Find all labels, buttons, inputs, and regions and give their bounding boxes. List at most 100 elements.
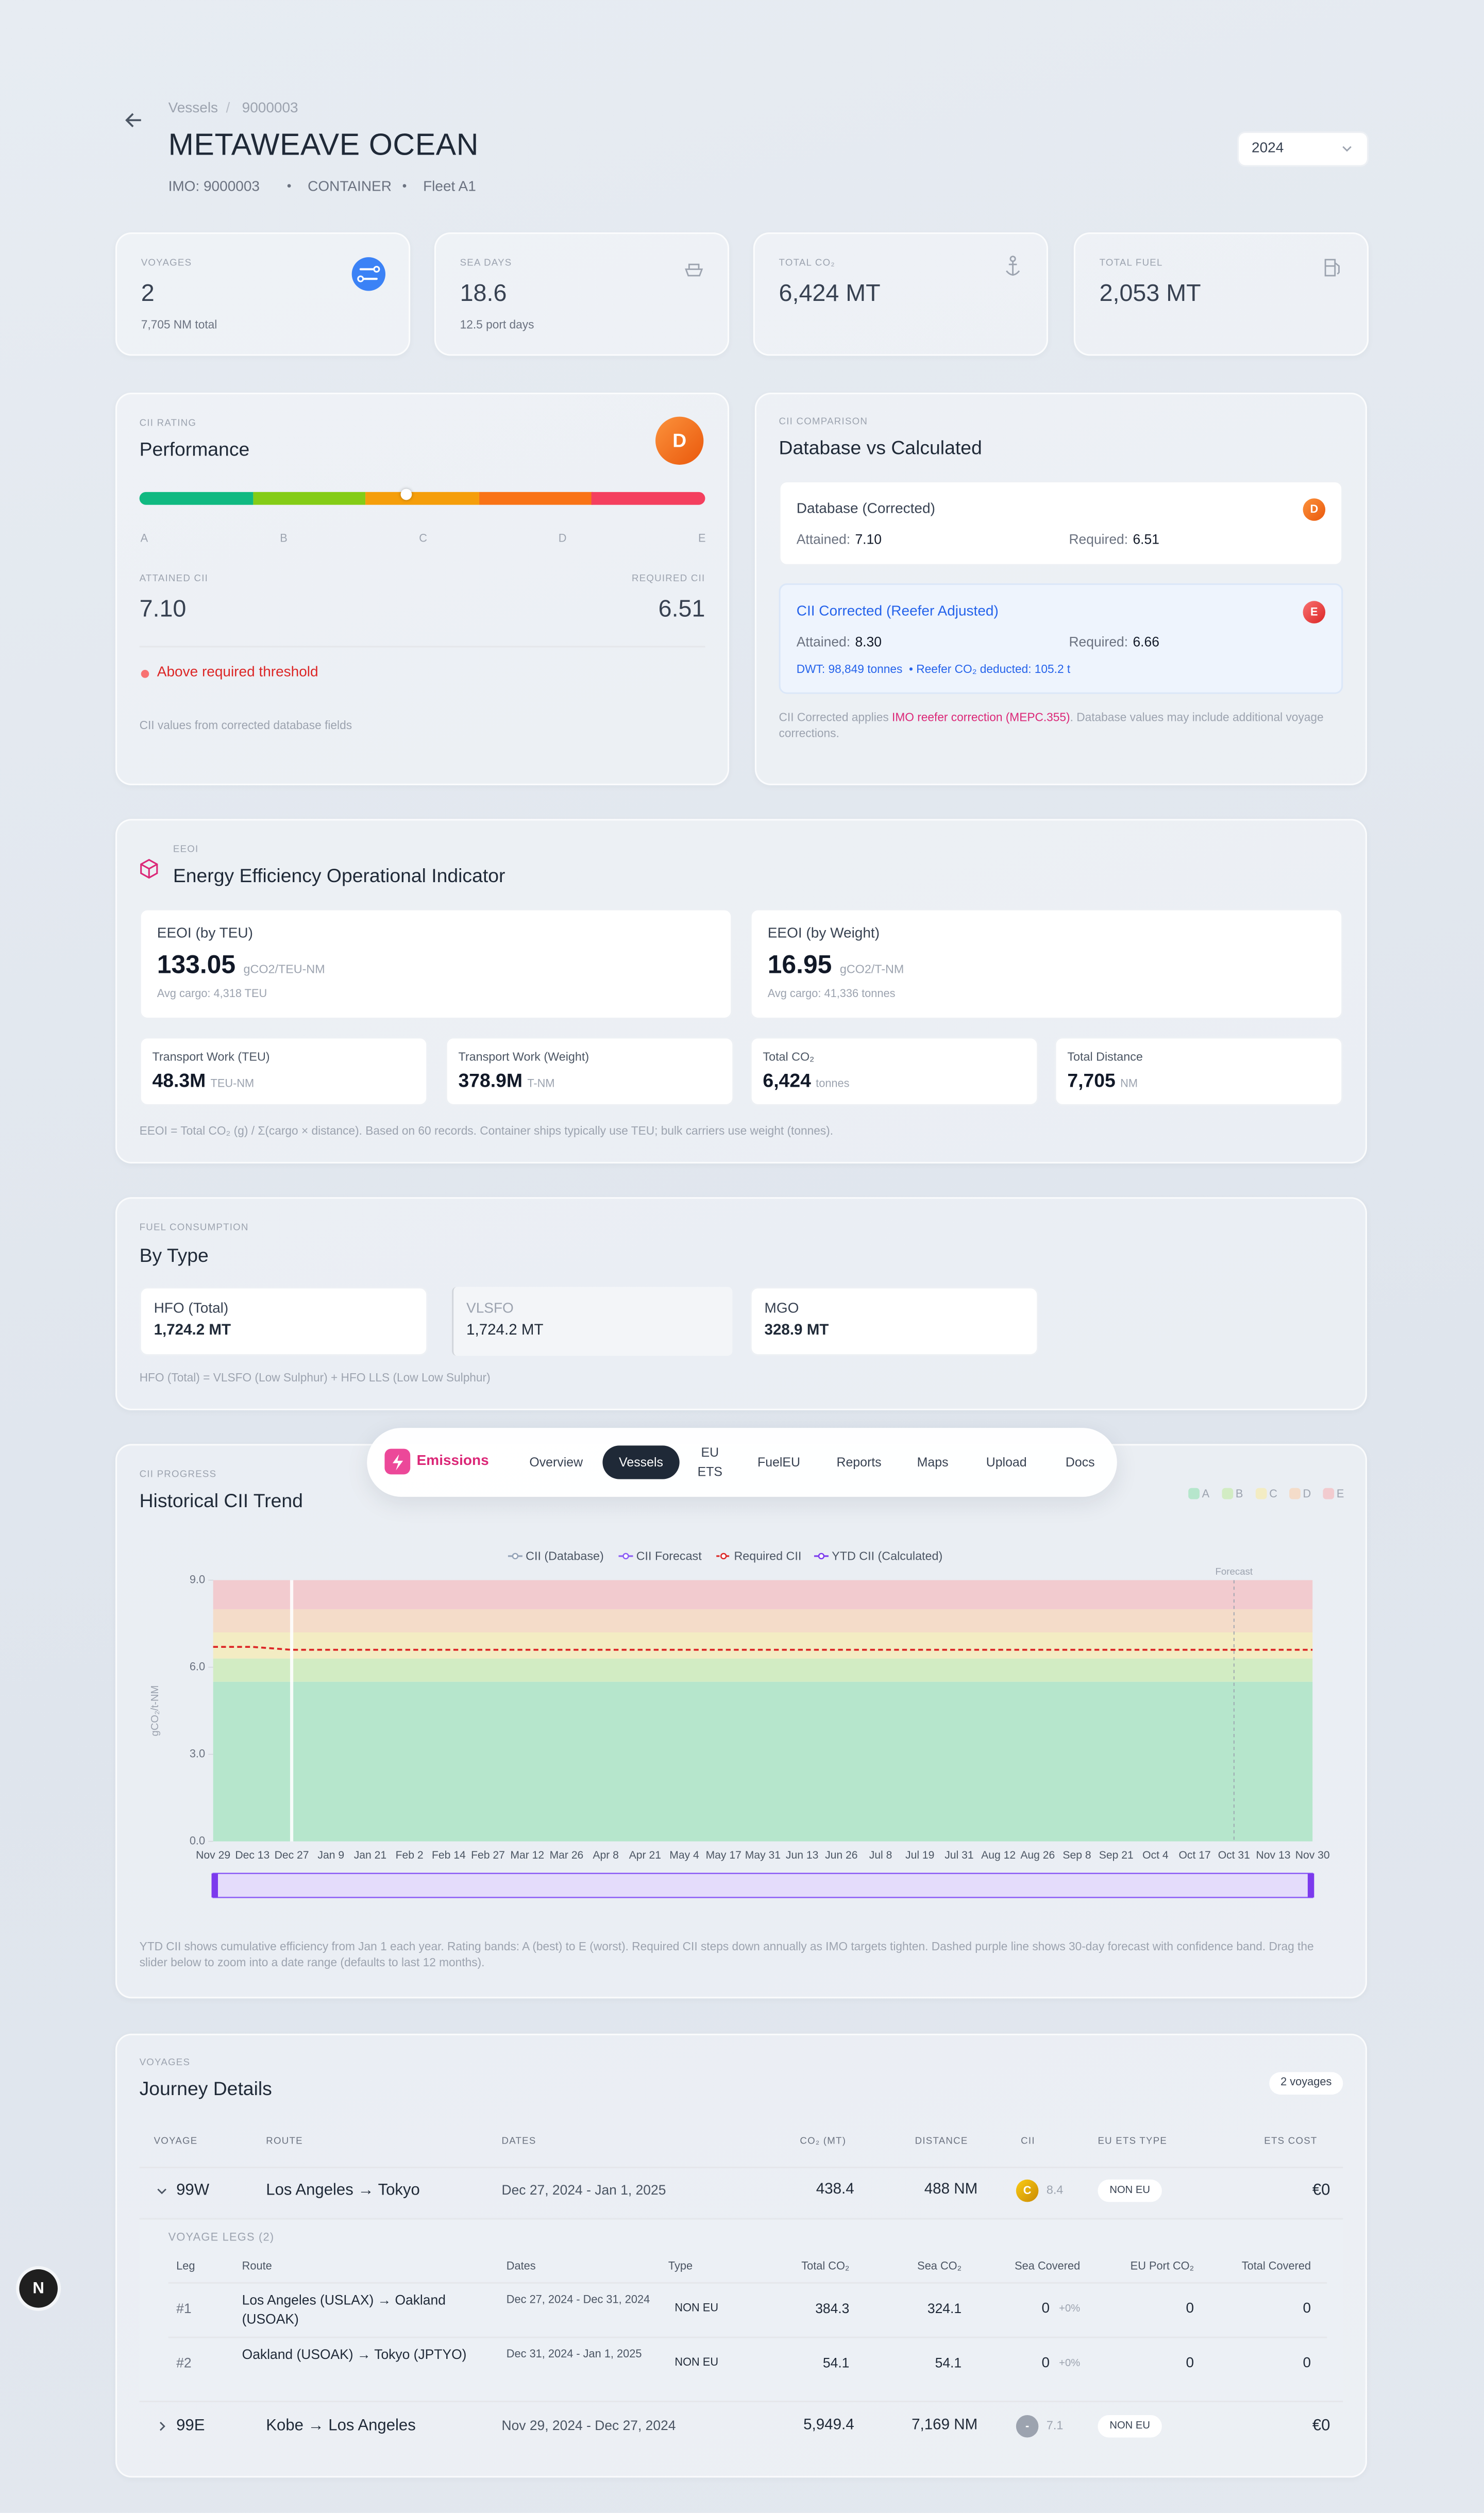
fuel-value: 328.9 MT	[764, 1322, 829, 1340]
leg-column-header: Sea Covered	[1015, 2261, 1081, 2273]
nav-item[interactable]: FuelEU	[757, 1454, 801, 1469]
nav-item[interactable]: Docs	[1065, 1454, 1095, 1469]
metric-sub: Avg cargo: 4,318 TEU	[157, 989, 267, 1001]
text-line: Required: 6.51	[1069, 531, 1159, 548]
nav-item[interactable]: Maps	[917, 1454, 949, 1469]
nav-item[interactable]: EU ETS	[697, 1444, 722, 1479]
year-select[interactable]	[1237, 131, 1369, 167]
band-legend-swatch	[1222, 1488, 1234, 1499]
legend-label: YTD CII (Calculated)	[832, 1549, 942, 1563]
nav-brand[interactable]: Emissions	[416, 1452, 489, 1469]
x-tick-label: Feb 14	[432, 1849, 466, 1861]
eyebrow: CII COMPARISON	[779, 417, 868, 428]
ets-cost: €0	[1312, 2417, 1330, 2435]
x-tick-label: Mar 12	[510, 1849, 544, 1861]
metric-label: EEOI (by TEU)	[157, 924, 253, 941]
fuel-box	[139, 1287, 428, 1356]
scale-label: B	[280, 534, 288, 545]
leg-type: NON EU	[674, 2357, 719, 2369]
eeoi-icon	[140, 858, 158, 879]
column-header: ETS COST	[1264, 2137, 1318, 2147]
leg-eu-port-co2: 0	[1186, 2354, 1194, 2371]
x-tick-label: May 4	[669, 1849, 699, 1861]
expand-chevron[interactable]	[157, 2188, 166, 2195]
note-link[interactable]: IMO reefer correction (MEPC.355)	[892, 710, 1070, 724]
breadcrumb-link[interactable]: Vessels	[168, 99, 218, 116]
x-tick-label: Jan 21	[354, 1849, 386, 1861]
required-label: Required:	[1069, 633, 1128, 650]
eyebrow: EEOI	[173, 846, 199, 855]
metric-unit: T-NM	[527, 1078, 555, 1090]
y-axis-label: gCO₂/t-NM	[149, 1685, 161, 1736]
row-divider	[139, 2218, 1343, 2220]
breadcrumb-separator: /	[226, 99, 230, 116]
metric-value: 378.9M	[458, 1069, 523, 1092]
metric-unit: TEU-NM	[210, 1078, 255, 1090]
nav-item[interactable]: Overview	[529, 1454, 583, 1469]
voyage-route: Kobe → Los Angeles	[266, 2417, 416, 2435]
card-title: Performance	[139, 438, 250, 461]
status-dot	[140, 669, 148, 678]
leg-total-co2: 384.3	[815, 2300, 850, 2317]
leg-sea-co2: 324.1	[927, 2300, 962, 2317]
stat-label: TOTAL CO₂	[779, 259, 835, 269]
scale-label: C	[419, 534, 427, 545]
metric-unit: NM	[1120, 1078, 1138, 1090]
meta-separator: •	[402, 179, 407, 194]
leg-column-header: EU Port CO₂	[1130, 2261, 1194, 2273]
nav-item[interactable]: Vessels	[619, 1454, 663, 1469]
stat-sub: 7,705 NM total	[141, 317, 217, 332]
eyebrow: VOYAGES	[139, 2059, 191, 2069]
fuel-box	[452, 1287, 733, 1356]
x-tick-label: Nov 13	[1256, 1849, 1291, 1861]
band-legend-label: A	[1202, 1487, 1210, 1500]
fuel-icon	[1324, 259, 1340, 277]
band-legend-label: E	[1337, 1487, 1344, 1500]
grade-badge: D	[655, 416, 704, 465]
count-badge	[1269, 2072, 1343, 2095]
legend-label: CII Forecast	[636, 1549, 702, 1563]
voyage-id[interactable]: 99E	[176, 2417, 205, 2435]
expand-chevron[interactable]	[160, 2422, 165, 2431]
band-legend-swatch	[1188, 1488, 1200, 1499]
stat-value: 2,053 MT	[1099, 280, 1201, 308]
nav-item[interactable]: Reports	[836, 1454, 882, 1469]
back-arrow[interactable]	[125, 113, 141, 128]
x-tick-label: Nov 29	[196, 1849, 230, 1861]
fuel-value: 1,724.2 MT	[154, 1322, 231, 1340]
scale-segment	[479, 492, 593, 505]
slider-handle[interactable]	[211, 1873, 218, 1898]
status-text: Above required threshold	[157, 663, 318, 680]
scale-label: D	[558, 534, 567, 545]
x-tick-label: Jan 9	[317, 1849, 344, 1861]
leg-id: #2	[176, 2354, 192, 2371]
metric-label: Total Distance	[1067, 1049, 1143, 1064]
voyage-id[interactable]: 99W	[176, 2182, 210, 2200]
x-tick-label: Apr 8	[593, 1849, 619, 1861]
ets-cost: €0	[1312, 2182, 1330, 2200]
card-note: EEOI = Total CO₂ (g) / Σ(cargo × distanc…	[139, 1123, 834, 1138]
dev-badge[interactable]: N	[19, 2269, 58, 2308]
metric-unit: tonnes	[816, 1078, 850, 1090]
grade-badge: D	[1303, 498, 1326, 521]
leg-route: Los Angeles (USLAX) → Oakland (USOAK)	[242, 2291, 446, 2327]
attained-value: 7.10	[139, 596, 187, 623]
metric-value: 6,424	[763, 1069, 811, 1092]
leg-column-header: Total Covered	[1241, 2261, 1311, 2273]
slider-handle[interactable]	[1307, 1873, 1314, 1898]
scale-label: A	[140, 534, 148, 545]
eeoi-box	[750, 908, 1343, 1020]
card-title: Energy Efficiency Operational Indicator	[173, 864, 505, 887]
rating-band	[213, 1580, 1313, 1609]
text-line: Attained: 7.10	[797, 531, 882, 548]
band-legend-swatch	[1289, 1488, 1301, 1499]
x-tick-label: Jul 8	[869, 1849, 892, 1861]
nav-item[interactable]: Upload	[986, 1454, 1027, 1469]
stat-label: TOTAL FUEL	[1099, 259, 1163, 269]
ets-pill	[1098, 2415, 1162, 2438]
ets-type: NON EU	[1109, 2185, 1150, 2197]
x-tick-label: Sep 21	[1099, 1849, 1134, 1861]
leg-column-header: Leg	[176, 2261, 195, 2273]
